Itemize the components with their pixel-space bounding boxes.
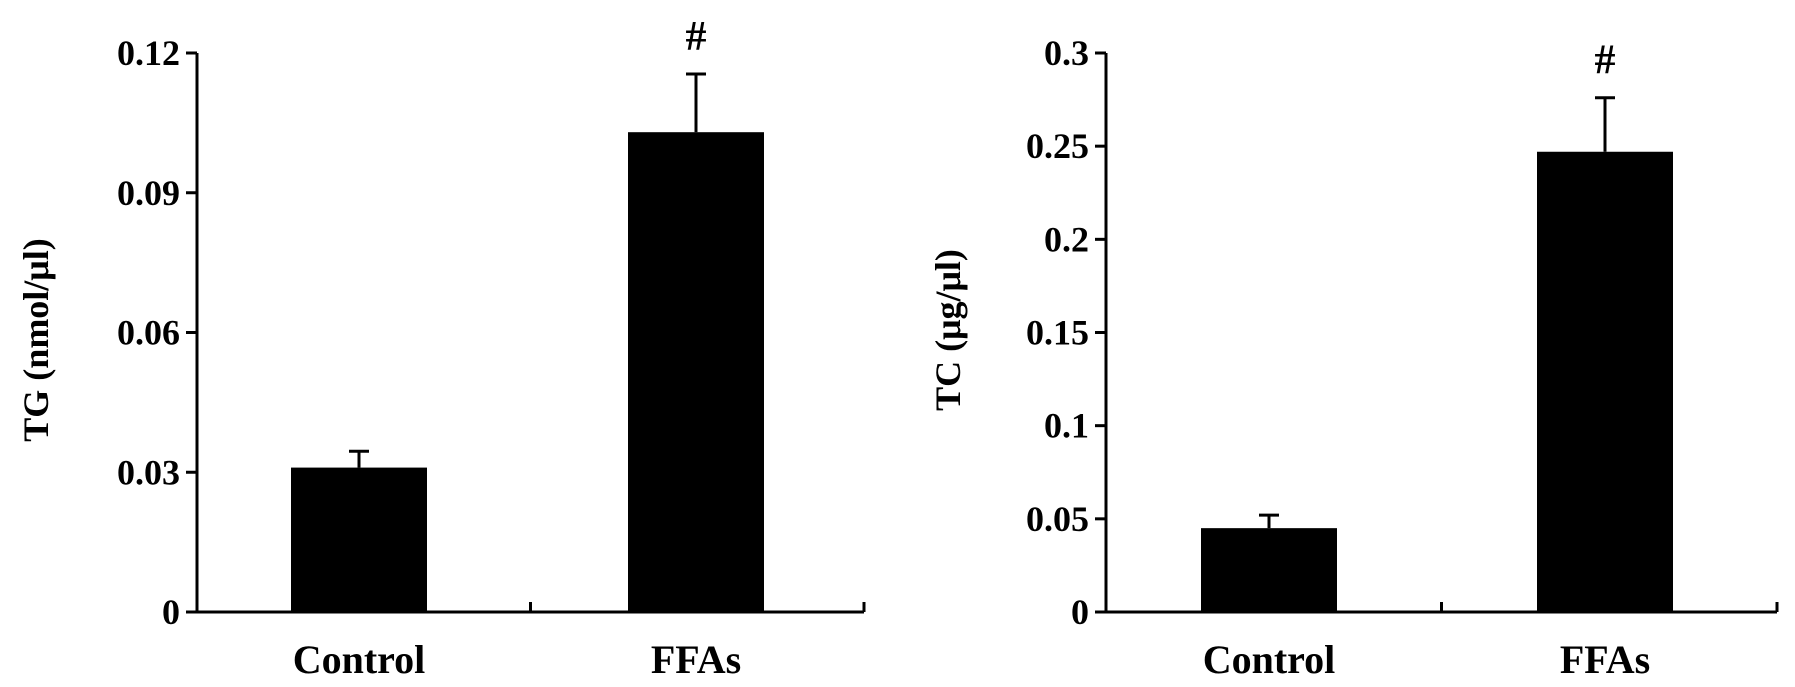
y-tick-label: 0.3 [1044,33,1089,73]
bar-control [1201,528,1337,612]
y-tick-label: 0.12 [117,33,180,73]
y-axis-title-tc: TC (μg/μl) [928,249,968,411]
y-tick-label: 0.2 [1044,219,1089,259]
significance-mark: # [686,14,707,60]
y-tick-label: 0 [1071,592,1089,632]
chart-tg: TG (nmol/μl) 0 0.03 0.06 0.09 0.12 Control FFA… [16,14,866,682]
y-tick-label: 0.25 [1026,126,1089,166]
significance-mark: # [1595,38,1616,84]
y-tick-label: 0 [162,592,180,632]
y-axis-title-tg: TG (nmol/μl) [16,238,56,441]
bar-ffas [1537,151,1673,613]
y-tick-label: 0.03 [117,452,180,492]
y-tick-label: 0.1 [1044,406,1089,446]
bar-ffas [628,132,764,613]
y-tick-label: 0.05 [1026,499,1089,539]
y-tick-label: 0.06 [117,313,180,353]
y-tick-label: 0.09 [117,173,180,213]
y-tick-label: 0.15 [1026,313,1089,353]
chart-tc: TC (μg/μl) 0 0.05 0.1 0.15 0.2 0.25 0.3 Control… [928,33,1779,682]
x-category-label: Control [1203,637,1336,682]
x-category-label: FFAs [651,637,741,682]
x-category-label: FFAs [1560,637,1650,682]
x-category-label: Control [293,637,426,682]
bar-control [291,467,427,612]
